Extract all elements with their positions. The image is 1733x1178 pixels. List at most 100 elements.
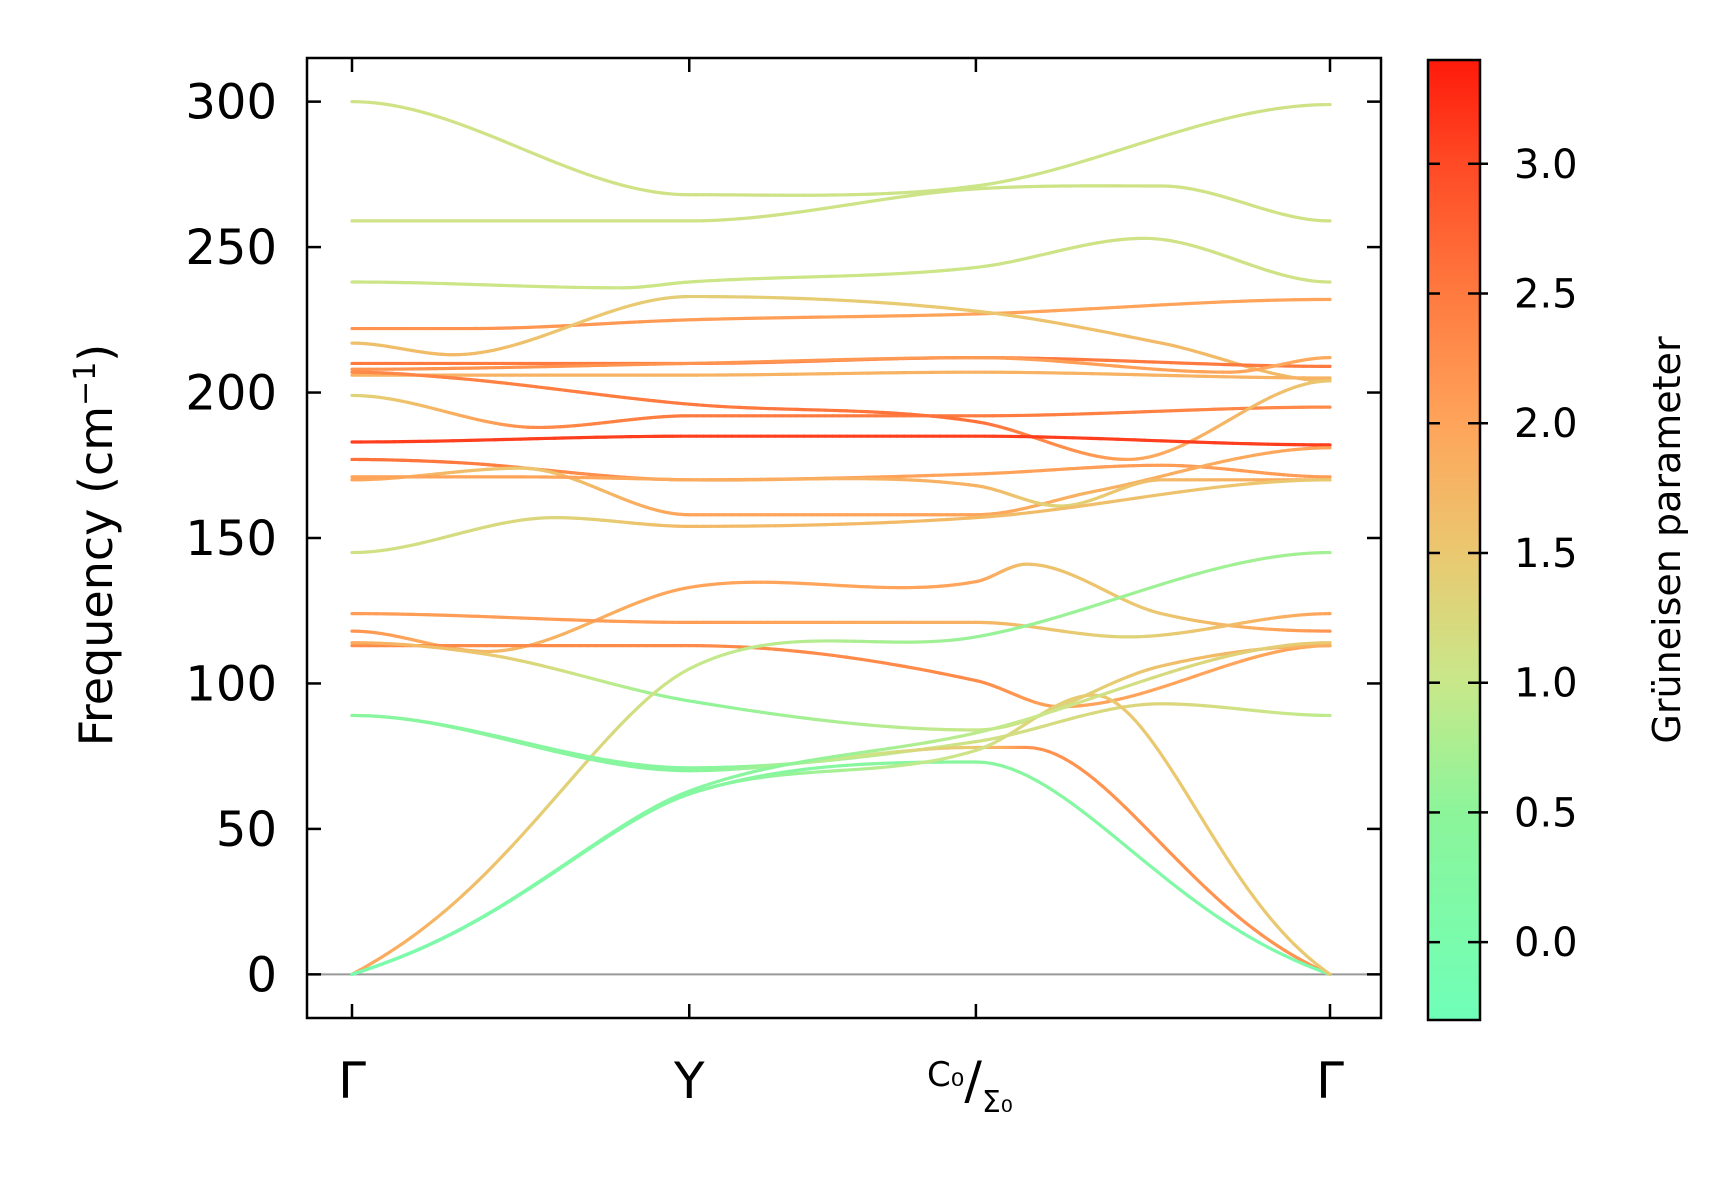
band-segment <box>1239 930 1252 940</box>
band-segment <box>1163 758 1173 771</box>
series-branch-7 <box>350 356 1332 374</box>
band-segment <box>1160 873 1173 884</box>
band-segment <box>1198 814 1208 827</box>
band-segment <box>1248 935 1261 945</box>
band-segment <box>1292 958 1306 966</box>
y-axis-label-main: Frequency (cm <box>69 406 123 746</box>
band-segment <box>594 835 607 845</box>
plot-area <box>307 100 1381 976</box>
band-segment <box>510 835 523 848</box>
band-segment <box>1093 778 1104 788</box>
band-segment <box>443 902 455 913</box>
band-segment <box>1322 968 1332 976</box>
band-segment <box>1210 833 1220 846</box>
band-segment <box>392 941 405 951</box>
series-branch-22 <box>350 713 1332 976</box>
band-segment <box>1199 881 1211 893</box>
band-segment <box>552 787 565 801</box>
band-segment <box>1153 836 1165 848</box>
colorbar-gradient <box>1426 58 1482 1022</box>
y-tick-label: 250 <box>185 220 277 276</box>
band-segment <box>1233 869 1244 882</box>
band-segment <box>1036 779 1049 789</box>
band-segment <box>1169 851 1180 863</box>
band-segment <box>662 677 674 687</box>
band-segment <box>1245 886 1255 898</box>
x-tick-label-sub: Σ₀ <box>982 1085 1013 1120</box>
band-segment <box>1169 766 1179 780</box>
y-tick-label: 200 <box>185 366 277 422</box>
band-segment <box>1089 816 1102 827</box>
band-segment <box>1133 852 1146 863</box>
series-branch-11 <box>350 434 1332 447</box>
x-tick-label-slash: / <box>964 1051 982 1111</box>
band-segment <box>519 825 531 839</box>
band-segment <box>586 841 599 851</box>
band-segment <box>1045 784 1058 794</box>
band-segment <box>1266 945 1279 954</box>
band-segment <box>1107 830 1120 841</box>
band-segment <box>493 902 506 912</box>
colorbar-tick-label: 1.5 <box>1514 531 1578 577</box>
band-segment <box>1027 775 1040 783</box>
y-tick-label: 100 <box>185 656 277 712</box>
band-segment <box>468 917 481 926</box>
band-segment <box>611 824 624 834</box>
band-segment <box>502 844 514 857</box>
band-segment <box>426 916 438 927</box>
series-branch-4 <box>350 297 1332 331</box>
x-tick-label-compound: C₀/Σ₀ <box>927 1051 1013 1120</box>
band-segment <box>1138 820 1150 832</box>
band-segment <box>1177 887 1190 898</box>
band-segment <box>679 667 691 676</box>
band-segment <box>527 881 540 890</box>
series-branch-14 <box>350 475 1332 508</box>
band-segment <box>1191 874 1203 885</box>
band-segment <box>1186 894 1199 905</box>
band-segment <box>1213 913 1226 923</box>
x-axis: Γ Y C₀/Σ₀ Γ <box>338 58 1344 1120</box>
band-segment <box>578 847 590 856</box>
band-segment <box>535 806 548 820</box>
band-segment <box>603 830 615 839</box>
band-segment <box>620 819 632 829</box>
band-segment <box>1080 809 1093 820</box>
band-segment <box>1123 805 1135 817</box>
plot-frame <box>305 56 1383 1020</box>
band-segment <box>527 816 540 829</box>
band-segment <box>1161 843 1173 855</box>
band-segment <box>1053 790 1067 800</box>
band-segment <box>384 947 396 957</box>
band-segment <box>485 907 497 917</box>
band-segment <box>645 804 658 813</box>
band-segment <box>1169 880 1182 891</box>
y-axis-label-close: ) <box>69 344 123 362</box>
y-tick-label: 150 <box>185 511 277 567</box>
x-tick-label: Γ <box>338 1052 366 1110</box>
band-segment <box>1222 902 1233 913</box>
band-segment <box>1206 888 1218 900</box>
band-segment <box>1115 837 1128 849</box>
band-segment <box>535 875 548 885</box>
colorbar-tick-label: 2.0 <box>1514 401 1578 447</box>
band-segment <box>1204 907 1217 917</box>
series-branch-15 <box>350 478 1332 555</box>
band-segment <box>1145 733 1155 745</box>
band-segment <box>1216 842 1226 855</box>
band-segment <box>1174 776 1185 789</box>
band-segment <box>628 814 641 823</box>
colorbar-tick-label: 0.0 <box>1514 920 1578 966</box>
band-segment <box>1229 909 1241 919</box>
band-segment <box>1062 796 1075 807</box>
series-branch-5 <box>350 294 1332 383</box>
band-segment <box>1131 813 1142 824</box>
band-segment <box>1222 851 1232 864</box>
x-tick-label: Γ <box>1316 1052 1344 1110</box>
colorbar-label: Grüneisen parameter <box>1645 336 1689 744</box>
band-segment <box>1124 844 1137 856</box>
band-segment <box>544 869 556 879</box>
band-segment <box>1239 878 1249 890</box>
x-tick-label: Y <box>673 1052 705 1110</box>
series-branch-2 <box>350 184 1332 223</box>
band-segment <box>417 923 430 933</box>
